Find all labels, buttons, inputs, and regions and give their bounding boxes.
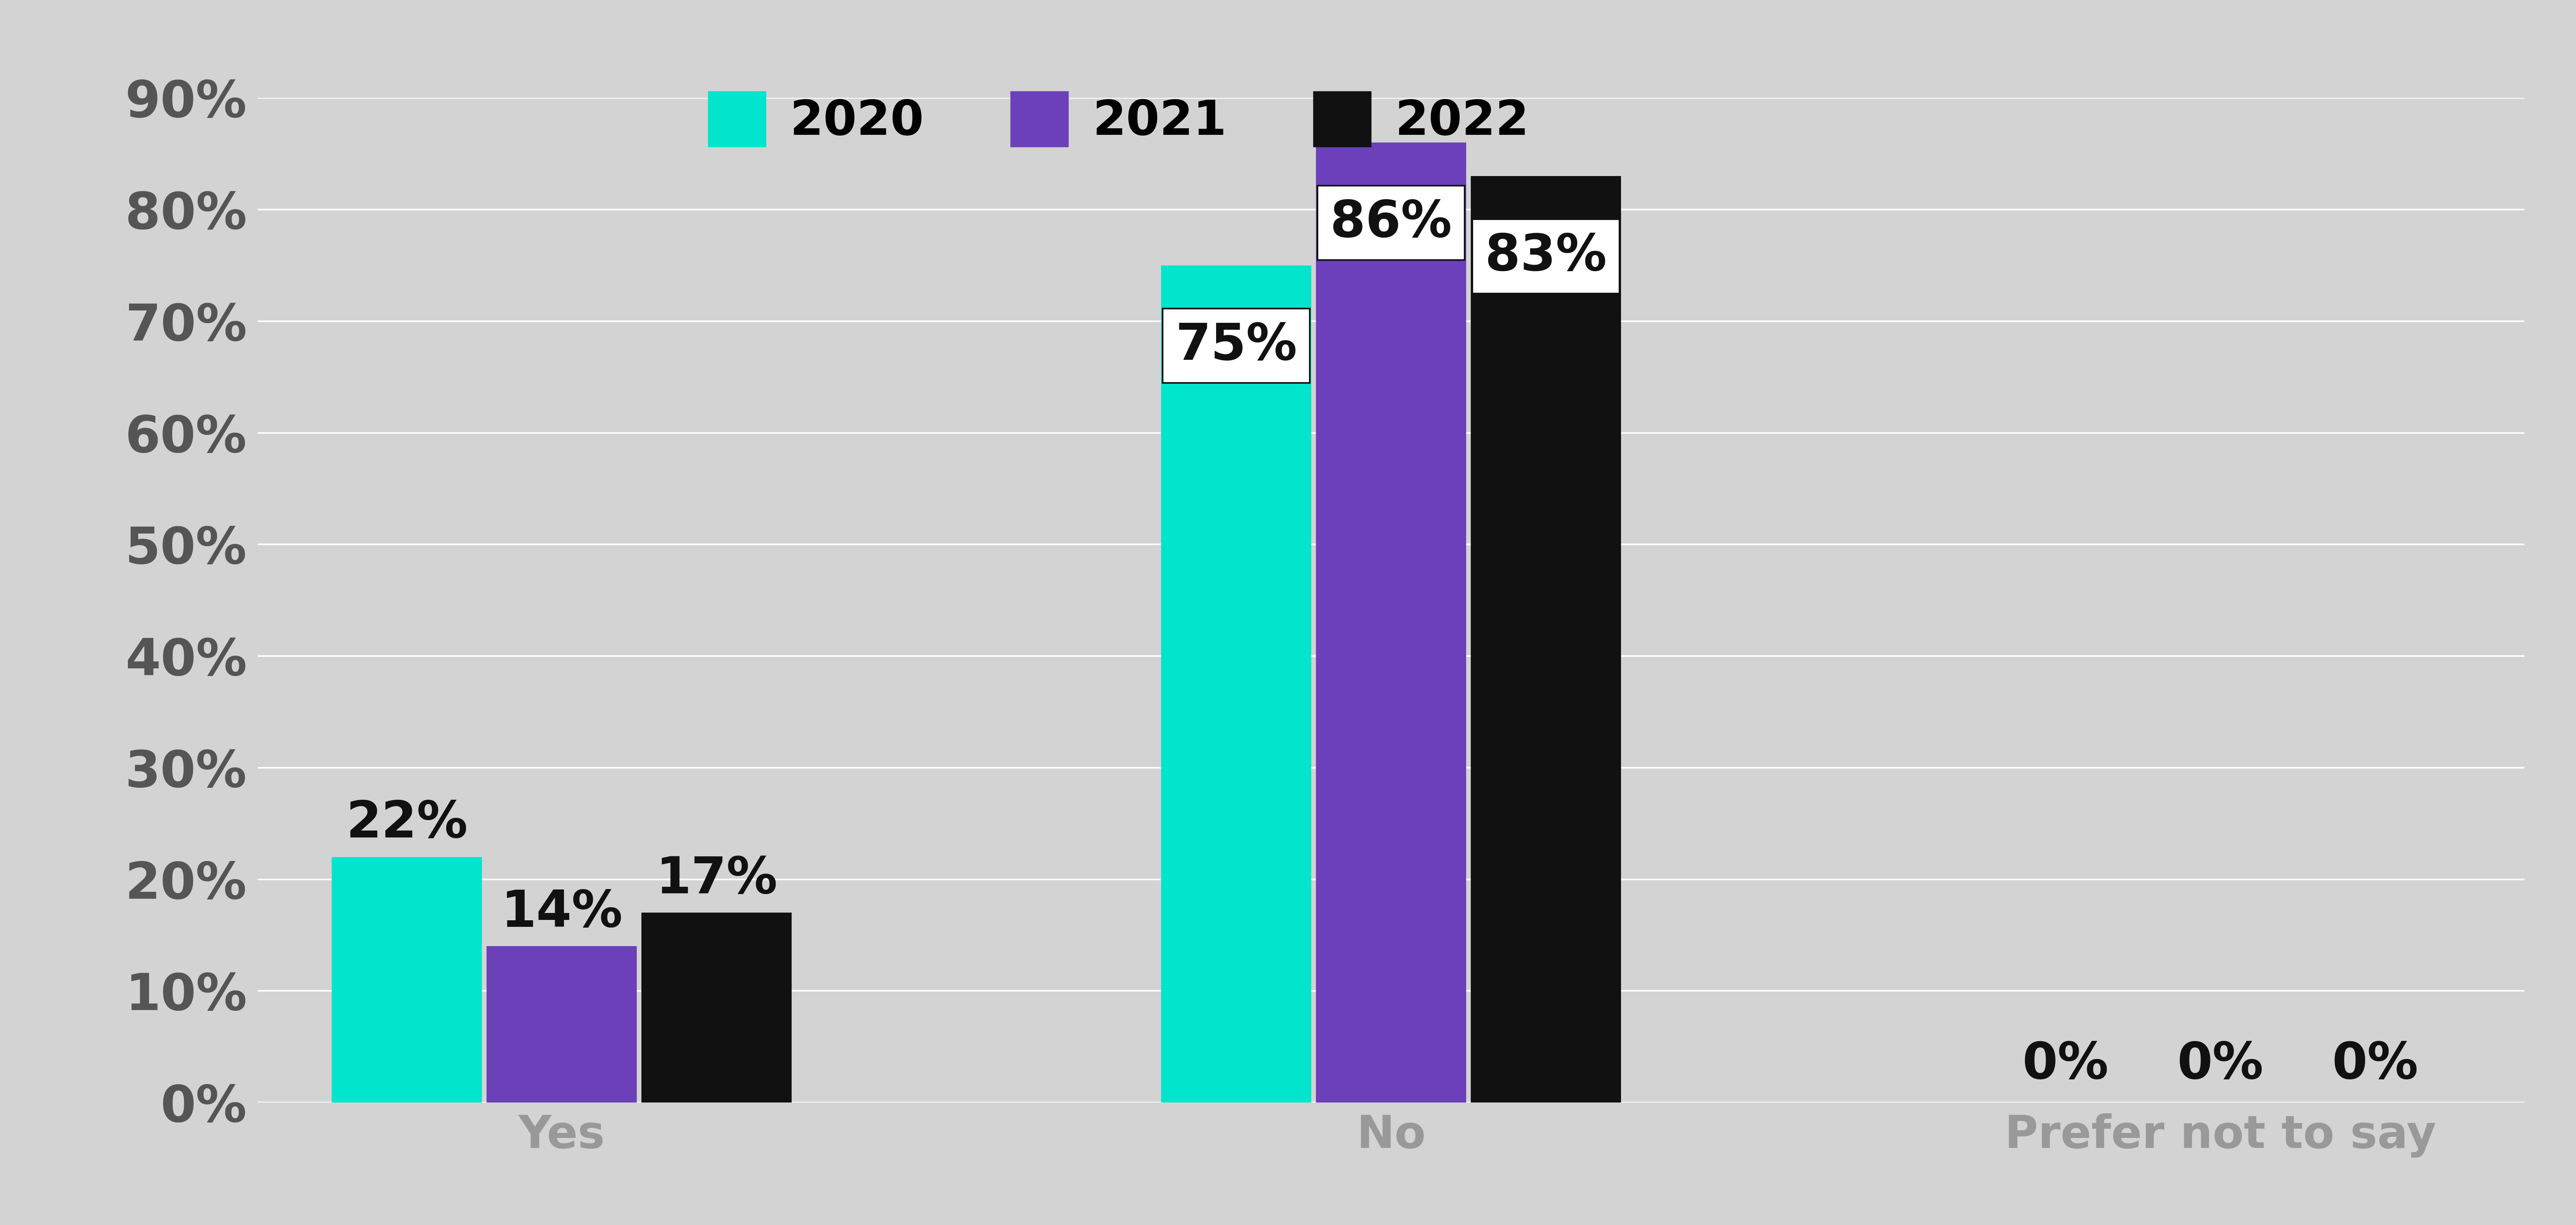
Text: 83%: 83%: [1484, 232, 1607, 281]
Text: 0%: 0%: [2177, 1040, 2264, 1089]
Bar: [1162, 266, 1311, 1102]
Bar: [332, 858, 482, 1102]
Text: 86%: 86%: [1329, 198, 1453, 247]
Text: 75%: 75%: [1175, 321, 1298, 370]
Text: 14%: 14%: [500, 888, 623, 937]
Bar: [641, 913, 791, 1102]
Bar: [487, 946, 636, 1102]
Bar: [1316, 142, 1466, 1102]
Text: 17%: 17%: [657, 855, 778, 904]
Legend: 2020, 2021, 2022: 2020, 2021, 2022: [688, 72, 1548, 167]
Bar: [1471, 176, 1620, 1102]
Text: 0%: 0%: [2331, 1040, 2419, 1089]
Text: 0%: 0%: [2022, 1040, 2110, 1089]
Text: 22%: 22%: [345, 799, 469, 848]
